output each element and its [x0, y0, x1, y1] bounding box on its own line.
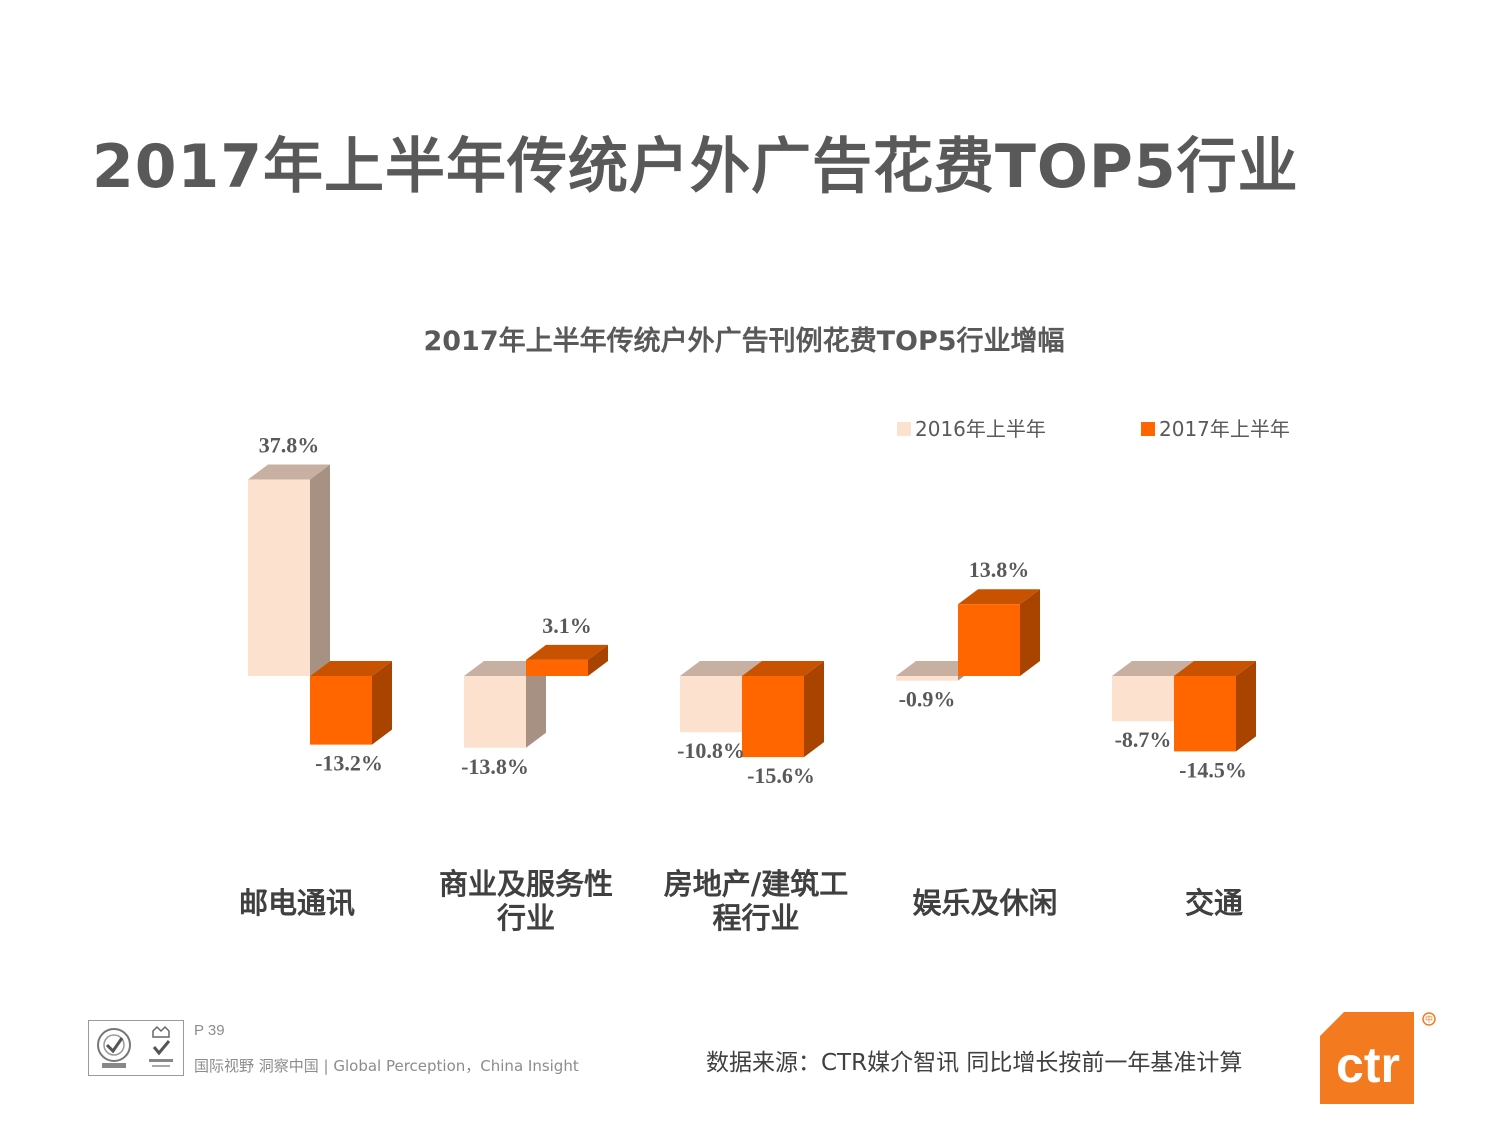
data-label-1-3: 13.8%	[969, 557, 1030, 582]
data-label-1-1: 3.1%	[542, 613, 592, 638]
legend-label-1: 2017年上半年	[1159, 417, 1290, 441]
legend-label-0: 2016年上半年	[915, 417, 1046, 441]
footer-tagline: 国际视野 洞察中国 | Global Perception，China Insi…	[194, 1057, 579, 1075]
bar-0-1	[464, 661, 546, 748]
page-number: P 39	[194, 1022, 225, 1039]
ukas-certification-icon	[149, 1025, 173, 1067]
data-label-1-2: -15.6%	[747, 763, 815, 788]
sgs-certification-icon	[97, 1028, 131, 1068]
chart-data-labels: 37.8% -13.2% -13.8% 3.1% -10.8%-15.6% -0.9% 13…	[259, 432, 1247, 788]
legend-swatch-0	[897, 422, 911, 436]
data-label-0-4: -8.7%	[1115, 727, 1172, 752]
data-label-0-0: 37.8%	[259, 432, 320, 457]
data-source-note: 数据来源：CTR媒介智讯 同比增长按前一年基准计算	[706, 1050, 1243, 1076]
category-label-0: 邮电通讯	[239, 886, 355, 920]
category-label-3: 娱乐及休闲	[912, 886, 1057, 920]
data-label-0-1: -13.8%	[461, 754, 529, 779]
bar-1-3	[958, 589, 1040, 676]
bar-0-0	[248, 464, 330, 676]
bar-1-0	[310, 661, 392, 745]
data-label-0-2: -10.8%	[677, 738, 745, 763]
data-label-1-0: -13.2%	[315, 751, 383, 776]
legend-swatch-1	[1141, 422, 1155, 436]
chart-bars	[248, 464, 1256, 758]
ctr-logo: ctr 中	[1320, 1012, 1436, 1104]
certification-logos	[88, 1020, 184, 1076]
bar-1-4	[1174, 661, 1256, 752]
category-label-1: 商业及服务性行业	[439, 867, 613, 935]
category-label-2: 房地产/建筑工程行业	[664, 867, 849, 935]
category-label-4: 交通	[1185, 886, 1243, 920]
ctr-logo-mark: 中	[1425, 1014, 1433, 1024]
chart-title: 2017年上半年传统户外广告刊例花费TOP5行业增幅	[423, 325, 1064, 357]
chart-legend: 2016年上半年 2017年上半年	[897, 417, 1290, 441]
ctr-logo-text: ctr	[1336, 1037, 1400, 1093]
bar-1-1	[526, 644, 608, 676]
ctr-logo-shape	[1320, 1012, 1414, 1104]
page-title: 2017年上半年传统户外广告花费TOP5行业	[92, 132, 1299, 202]
data-label-1-4: -14.5%	[1179, 757, 1247, 782]
ctr-logo-mark-icon	[1422, 1012, 1436, 1026]
data-label-0-3: -0.9%	[899, 687, 956, 712]
bar-1-2	[742, 661, 824, 758]
